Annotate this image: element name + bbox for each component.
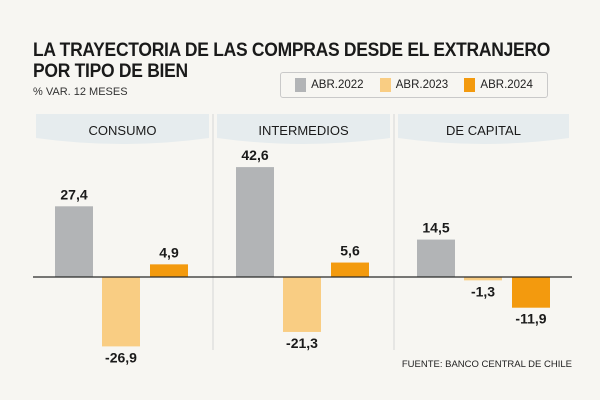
legend-label-abr2023: ABR.2023	[395, 79, 449, 91]
chart-subtitle: % VAR. 12 MESES	[33, 86, 128, 98]
data-label: -21,3	[286, 335, 318, 351]
data-label: 4,9	[159, 244, 179, 260]
legend-swatch-abr2023	[379, 78, 391, 92]
data-label: 5,6	[340, 243, 360, 259]
bar	[417, 239, 455, 277]
panel-header-bg	[217, 114, 390, 144]
data-label: -26,9	[105, 349, 137, 365]
panel-label: CONSUMO	[89, 123, 157, 138]
legend-label-abr2022: ABR.2022	[311, 79, 364, 91]
panel-label: INTERMEDIOS	[258, 123, 349, 138]
bar	[283, 277, 321, 332]
data-label: 42,6	[241, 147, 268, 163]
legend-label-abr2024: ABR.2024	[480, 79, 533, 91]
legend-swatch-abr2022	[295, 78, 307, 92]
legend-item-abr2022: ABR.2022	[295, 78, 364, 92]
chart-title-line1: LA TRAYECTORIA DE LAS COMPRAS DESDE EL E…	[33, 40, 551, 61]
bar	[512, 277, 550, 308]
bar	[102, 277, 140, 347]
legend-swatch-abr2024	[464, 78, 476, 92]
data-label: 14,5	[422, 220, 449, 236]
panel-label: DE CAPITAL	[446, 123, 521, 138]
panel-header-bg	[398, 114, 569, 144]
chart-title-line2: POR TIPO DE BIEN	[33, 61, 188, 82]
data-label: -11,9	[515, 311, 546, 327]
bar	[55, 206, 93, 277]
panel-header-bg	[36, 114, 209, 144]
chart-legend: ABR.2022 ABR.2023 ABR.2024	[280, 72, 548, 98]
bar	[150, 264, 188, 277]
bar	[464, 277, 502, 281]
legend-item-abr2023: ABR.2023	[379, 78, 449, 92]
source-note: FUENTE: BANCO CENTRAL DE CHILE	[401, 359, 572, 370]
bar	[331, 262, 369, 277]
legend-item-abr2024: ABR.2024	[464, 78, 533, 92]
data-label: -1,3	[471, 283, 495, 299]
data-label: 27,4	[60, 186, 87, 202]
bar	[236, 167, 274, 277]
chart-title: LA TRAYECTORIA DE LAS COMPRAS DESDE EL E…	[33, 40, 550, 82]
